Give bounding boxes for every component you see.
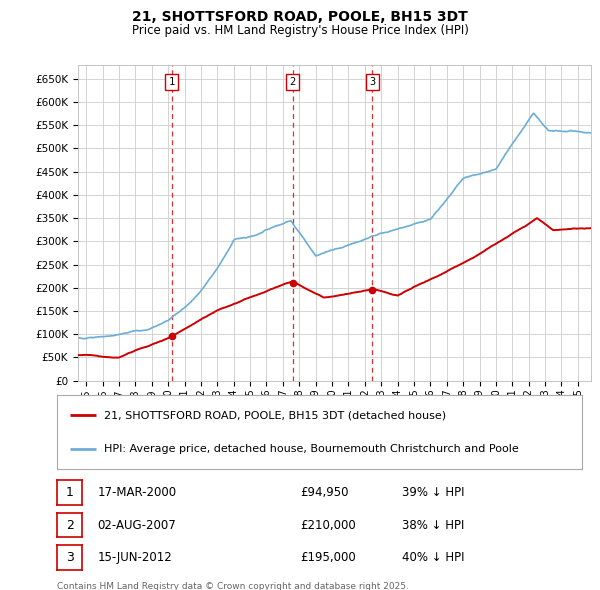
Text: £195,000: £195,000: [300, 551, 356, 564]
Text: Contains HM Land Registry data © Crown copyright and database right 2025.
This d: Contains HM Land Registry data © Crown c…: [57, 582, 409, 590]
Text: 17-MAR-2000: 17-MAR-2000: [97, 486, 176, 499]
Text: 21, SHOTTSFORD ROAD, POOLE, BH15 3DT (detached house): 21, SHOTTSFORD ROAD, POOLE, BH15 3DT (de…: [104, 410, 446, 420]
Text: 3: 3: [65, 551, 74, 564]
Text: 1: 1: [65, 486, 74, 499]
Text: 38% ↓ HPI: 38% ↓ HPI: [402, 519, 464, 532]
Text: 39% ↓ HPI: 39% ↓ HPI: [402, 486, 464, 499]
Text: 2: 2: [65, 519, 74, 532]
Text: HPI: Average price, detached house, Bournemouth Christchurch and Poole: HPI: Average price, detached house, Bour…: [104, 444, 519, 454]
Text: 3: 3: [369, 77, 376, 87]
Text: 40% ↓ HPI: 40% ↓ HPI: [402, 551, 464, 564]
Text: 2: 2: [289, 77, 296, 87]
Text: 1: 1: [169, 77, 175, 87]
Text: £94,950: £94,950: [300, 486, 349, 499]
Text: Price paid vs. HM Land Registry's House Price Index (HPI): Price paid vs. HM Land Registry's House …: [131, 24, 469, 37]
Text: 15-JUN-2012: 15-JUN-2012: [97, 551, 172, 564]
Text: 21, SHOTTSFORD ROAD, POOLE, BH15 3DT: 21, SHOTTSFORD ROAD, POOLE, BH15 3DT: [132, 10, 468, 24]
Text: £210,000: £210,000: [300, 519, 356, 532]
Text: 02-AUG-2007: 02-AUG-2007: [97, 519, 176, 532]
